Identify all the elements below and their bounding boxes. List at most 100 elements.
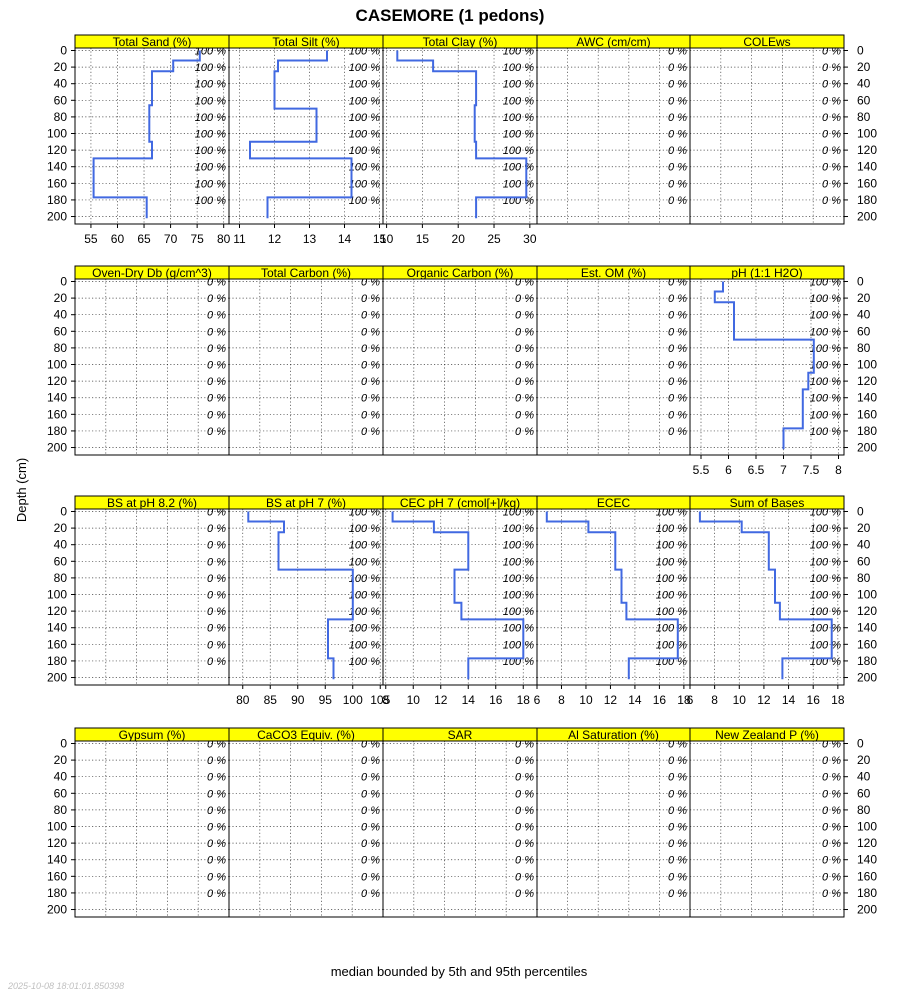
pct-label: 0 % [515, 888, 534, 900]
x-tick-label: 18 [677, 693, 691, 707]
depth-tick-label: 100 [857, 127, 877, 141]
depth-tick-label: 60 [857, 324, 871, 338]
depth-tick-label: 80 [54, 803, 68, 817]
depth-tick-label: 80 [857, 110, 871, 124]
x-tick-label: 8 [711, 693, 718, 707]
pct-label: 0 % [822, 79, 841, 91]
pct-label: 0 % [822, 162, 841, 174]
pct-label: 100 % [503, 112, 534, 124]
x-tick-label: 75 [190, 232, 204, 246]
depth-tick-label: 20 [54, 521, 68, 535]
panel-strip-label: pH (1:1 H2O) [731, 266, 802, 280]
pct-label: 100 % [503, 129, 534, 141]
x-tick-label: 8 [558, 693, 565, 707]
pct-label: 0 % [207, 590, 226, 602]
depth-tick-label: 160 [857, 869, 877, 883]
x-tick-label: 11 [233, 232, 246, 246]
x-tick-label: 12 [604, 693, 618, 707]
depth-tick-label: 0 [60, 504, 67, 518]
x-tick-label: 85 [264, 693, 278, 707]
pct-label: 0 % [668, 871, 687, 883]
panel-plot-area [229, 509, 383, 685]
x-tick-label: 18 [517, 693, 531, 707]
depth-tick-label: 0 [857, 43, 864, 57]
panel-2: 100 % 100 % 100 % 100 % 100 % 100 % 100 % 100 %… [380, 34, 538, 246]
panel-14: 100 % 100 % 100 % 100 % 100 % 100 % 100 % 100 %… [687, 495, 877, 707]
pct-label: 100 % [349, 195, 380, 207]
pct-label: 0 % [822, 178, 841, 190]
x-tick-label: 65 [137, 232, 151, 246]
depth-tick-label: 40 [54, 77, 68, 91]
pct-label: 100 % [195, 178, 226, 190]
depth-tick-label: 140 [857, 391, 877, 405]
panel-4: 0 %0 %0 %0 %0 %0 %0 %0 %0 %0 %COLEws0204… [689, 34, 877, 225]
depth-tick-label: 60 [54, 93, 68, 107]
pct-label: 0 % [822, 855, 841, 867]
pct-label: 0 % [207, 376, 226, 388]
panel-plot-area [75, 741, 229, 917]
pct-label: 100 % [503, 523, 534, 535]
x-axis-title: median bounded by 5th and 95th percentil… [331, 964, 588, 979]
panel-plot-area [690, 741, 844, 917]
pct-label: 0 % [668, 62, 687, 74]
depth-tick-label: 200 [47, 671, 67, 685]
pct-label: 100 % [349, 606, 380, 618]
pct-label: 0 % [668, 293, 687, 305]
panel-strip-label: AWC (cm/cm) [576, 35, 650, 49]
pct-label: 100 % [656, 573, 687, 585]
depth-tick-label: 120 [857, 374, 877, 388]
pct-label: 0 % [668, 409, 687, 421]
pct-label: 100 % [349, 79, 380, 91]
pct-label: 100 % [656, 639, 687, 651]
pct-label: 0 % [668, 129, 687, 141]
pct-label: 100 % [810, 393, 841, 405]
pct-label: 100 % [349, 573, 380, 585]
depth-tick-label: 40 [857, 770, 871, 784]
pct-label: 0 % [207, 606, 226, 618]
depth-tick-label: 60 [54, 554, 68, 568]
depth-tick-label: 20 [54, 60, 68, 74]
pct-label: 0 % [207, 772, 226, 784]
pct-label: 0 % [361, 360, 380, 372]
panel-11: 100 % 100 % 100 % 100 % 100 % 100 % 100 % 100 %… [228, 495, 391, 707]
pct-label: 0 % [207, 573, 226, 585]
pct-label: 0 % [668, 145, 687, 157]
panel-3: 0 %0 %0 %0 %0 %0 %0 %0 %0 %0 %AWC (cm/cm… [536, 34, 691, 225]
pct-label: 100 % [656, 623, 687, 635]
depth-tick-label: 60 [857, 93, 871, 107]
pct-label: 0 % [515, 326, 534, 338]
pct-label: 0 % [515, 855, 534, 867]
pct-label: 100 % [810, 623, 841, 635]
depth-tick-label: 120 [857, 836, 877, 850]
y-axis-title: Depth (cm) [14, 458, 29, 522]
pct-label: 0 % [361, 293, 380, 305]
pct-label: 100 % [503, 540, 534, 552]
pct-label: 0 % [822, 195, 841, 207]
depth-tick-label: 140 [47, 160, 67, 174]
pct-label: 100 % [349, 656, 380, 668]
pct-label: 0 % [361, 310, 380, 322]
panel-19: 0 %0 %0 %0 %0 %0 %0 %0 %0 %0 %New Zealan… [689, 727, 877, 918]
pct-label: 0 % [822, 95, 841, 107]
pct-label: 100 % [656, 556, 687, 568]
pct-label: 0 % [361, 805, 380, 817]
pct-label: 0 % [515, 426, 534, 438]
panel-6: 0 %0 %0 %0 %0 %0 %0 %0 %0 %0 %Total Carb… [228, 265, 384, 456]
depth-tick-label: 20 [54, 753, 68, 767]
panel-strip-label: SAR [448, 728, 473, 742]
depth-tick-label: 140 [857, 621, 877, 635]
depth-tick-label: 0 [60, 43, 67, 57]
panel-strip-label: Est. OM (%) [581, 266, 646, 280]
x-tick-label: 30 [523, 232, 537, 246]
panel-strip-label: Organic Carbon (%) [407, 266, 514, 280]
panel-plot-area [690, 279, 844, 455]
pct-label: 100 % [503, 145, 534, 157]
pct-label: 100 % [810, 606, 841, 618]
pct-label: 0 % [822, 755, 841, 767]
depth-tick-label: 60 [857, 786, 871, 800]
median-profile-line [92, 50, 201, 219]
panel-strip [689, 34, 845, 49]
depth-tick-label: 160 [857, 407, 877, 421]
median-profile-line [396, 50, 528, 219]
depth-tick-label: 180 [857, 193, 877, 207]
